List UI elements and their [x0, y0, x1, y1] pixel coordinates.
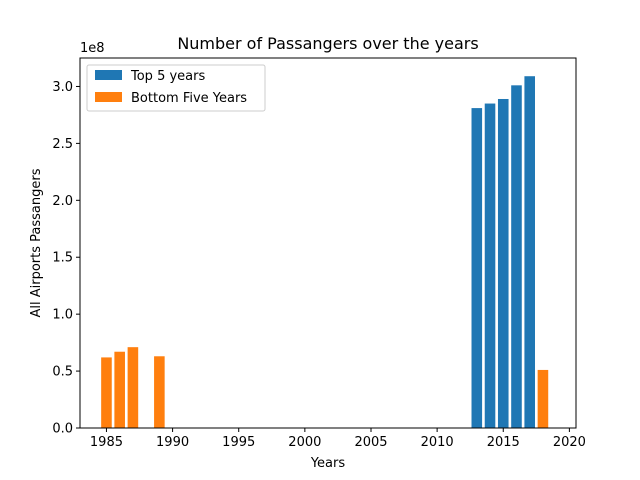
bar-top-5-years-2013: [471, 108, 483, 428]
bar-bottom-five-years-2018: [537, 369, 549, 428]
y-tick-label-4: 2.0: [52, 194, 73, 209]
y-tick-label-3: 1.5: [52, 251, 73, 266]
bar-bottom-five-years-1989: [154, 356, 165, 428]
legend: Top 5 years Bottom Five Years: [86, 64, 266, 112]
y-tick-label-5: 2.5: [52, 137, 73, 152]
x-tick-label-2010: 2010: [421, 435, 454, 450]
y-tick-label-1: 0.5: [52, 365, 73, 380]
plot-area-frame: [79, 57, 577, 429]
bar-top-5-years-2016: [511, 85, 522, 429]
x-axis-label: Years: [310, 456, 346, 471]
x-tick-label-1995: 1995: [222, 435, 255, 450]
bar-bottom-five-years-1986: [114, 351, 125, 428]
y-axis-label: All Airports Passangers: [29, 168, 44, 317]
legend-swatch-top-5-years: [95, 70, 122, 80]
x-tick-label-1985: 1985: [90, 435, 123, 450]
legend-label-bottom-five-years: Bottom Five Years: [131, 91, 247, 106]
y-axis-ticks: 0.0 0.5 1.0 1.5 2.0 2.5 3.0: [52, 80, 80, 437]
x-tick-label-2000: 2000: [288, 435, 321, 450]
bar-top-5-years-2015: [497, 98, 509, 428]
legend-swatch-bottom-five-years: [95, 92, 122, 102]
legend-label-top-5-years: Top 5 years: [130, 69, 205, 84]
legend-box: [86, 64, 266, 112]
bars-group: [101, 76, 549, 429]
y-tick-label-2: 1.0: [52, 308, 73, 323]
chart-title: Number of Passangers over the years: [177, 34, 478, 53]
bar-bottom-five-years-1985: [101, 357, 112, 428]
x-axis-ticks: 1985 1990 1995 2000 2005 2010 2015 2020: [90, 428, 586, 450]
x-tick-label-1990: 1990: [156, 435, 189, 450]
y-tick-label-0: 0.0: [52, 422, 73, 437]
x-tick-label-2020: 2020: [553, 435, 586, 450]
x-tick-label-2015: 2015: [487, 435, 520, 450]
y-tick-label-6: 3.0: [52, 80, 73, 95]
y-axis-offset-label: 1e8: [80, 41, 105, 56]
bar-top-5-years-2014: [484, 103, 496, 429]
x-tick-label-2005: 2005: [354, 435, 387, 450]
bar-bottom-five-years-1987: [127, 347, 139, 428]
bar-top-5-years-2017: [524, 76, 535, 428]
